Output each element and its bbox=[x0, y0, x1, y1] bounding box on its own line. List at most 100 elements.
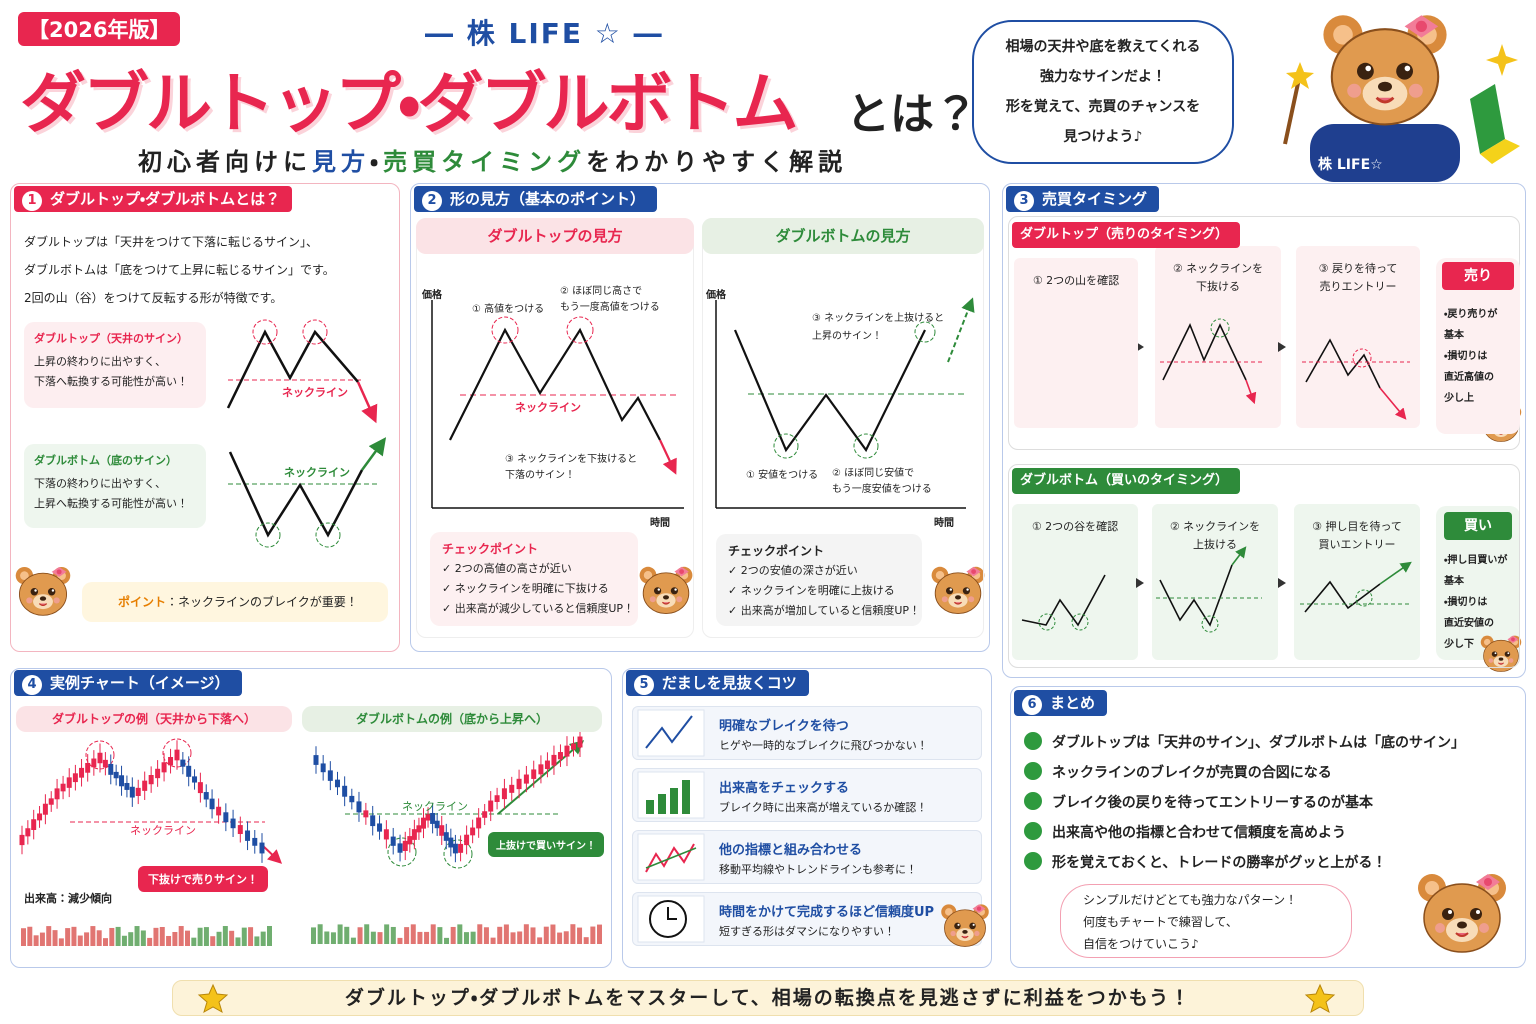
tip: 明確なブレイクを待つ ヒゲや一時的なブレイクに飛びつかない！ bbox=[632, 706, 982, 760]
illustration bbox=[159, 926, 165, 946]
illustration bbox=[210, 936, 216, 946]
section-tab: 5 だましを見抜くコツ bbox=[626, 670, 809, 696]
annotation: ① 高値をつける bbox=[472, 304, 545, 315]
sub-title: ダブルボトム（買いのタイミング） bbox=[1012, 468, 1241, 494]
illustration bbox=[71, 926, 77, 946]
illustration bbox=[407, 836, 413, 845]
illustration bbox=[417, 931, 423, 944]
axis-label: 時間 bbox=[650, 518, 670, 529]
illustration bbox=[402, 840, 408, 851]
illustration bbox=[52, 930, 58, 946]
illustration bbox=[370, 931, 376, 944]
summary-item: 出来高や他の指標と合わせて信頼度を高めよう bbox=[1024, 822, 1346, 842]
section-number: 6 bbox=[1022, 695, 1042, 715]
illustration bbox=[356, 801, 362, 813]
mascot-shirt: 株 LIFE☆ bbox=[1318, 157, 1383, 173]
step-card: ① 2つの山を確認 bbox=[1014, 258, 1138, 428]
illustration bbox=[147, 937, 153, 946]
illustration bbox=[424, 931, 430, 944]
sub-title: ダブルトップ（売りのタイミング） bbox=[1012, 222, 1241, 248]
illustration bbox=[197, 927, 203, 946]
section-tab: 3 売買タイミング bbox=[1006, 186, 1160, 212]
illustration bbox=[186, 765, 192, 777]
illustration bbox=[590, 926, 596, 944]
illustration bbox=[544, 760, 550, 770]
illustration bbox=[166, 935, 172, 946]
section-2 bbox=[410, 183, 990, 652]
tip: 時間をかけて完成するほど信頼度UP 短すぎる形はダマシになりやすい！ bbox=[632, 892, 982, 946]
check-item: ✓ 出来高が減少していると信頼度UP！ bbox=[442, 602, 635, 615]
check-item: ✓ 出来高が増加していると信頼度UP！ bbox=[728, 604, 921, 617]
illustration bbox=[97, 752, 103, 764]
illustration bbox=[237, 825, 243, 835]
side-text: ・戻り売りが 基本 ・損切りは 直近高値の 少し上 bbox=[1444, 309, 1498, 404]
illustration bbox=[229, 930, 235, 946]
tip-title: 時間をかけて完成するほど信頼度UP bbox=[719, 905, 935, 920]
illustration bbox=[33, 935, 39, 946]
axis-label: 時間 bbox=[934, 518, 954, 529]
section-number: 3 bbox=[1014, 191, 1034, 211]
summary-item: 形を覚えておくと、トレードの勝率がグッと上がる！ bbox=[1024, 852, 1386, 872]
illustration bbox=[344, 926, 350, 944]
illustration bbox=[102, 759, 108, 768]
illustration bbox=[342, 785, 348, 797]
neckline-label: ネックライン bbox=[284, 466, 350, 479]
illustration bbox=[416, 825, 422, 833]
illustration bbox=[85, 762, 91, 773]
illustration bbox=[192, 776, 198, 783]
illustration bbox=[470, 931, 476, 944]
illustration bbox=[503, 924, 509, 944]
side-text: ・押し目買いが 基本 ・損切りは 直近安値の 少し下 bbox=[1444, 555, 1508, 650]
illustration bbox=[439, 825, 445, 836]
illustration bbox=[537, 937, 543, 944]
illustration bbox=[168, 756, 174, 766]
illustration bbox=[121, 935, 127, 946]
illustration bbox=[140, 930, 146, 946]
illustration bbox=[577, 927, 583, 944]
illustration bbox=[96, 930, 102, 946]
illustration bbox=[197, 782, 203, 794]
subtitle-text: 初心者向けに bbox=[138, 148, 312, 176]
illustration bbox=[550, 924, 556, 944]
illustration bbox=[37, 813, 43, 821]
illustration bbox=[54, 788, 60, 800]
illustration bbox=[313, 755, 319, 765]
point-box: ポイント：ネックラインのブレイクが重要！ bbox=[82, 582, 388, 622]
illustration bbox=[267, 926, 272, 946]
annotation: ② ほぼ同じ高さで もう一度高値をつける bbox=[560, 286, 660, 313]
illustration bbox=[510, 932, 516, 944]
brand: ― 株 LIFE ☆ ― bbox=[425, 17, 664, 50]
illustration bbox=[517, 931, 523, 944]
tip: 出来高をチェックする ブレイク時に出来高が増えているか確認！ bbox=[632, 768, 982, 822]
illustration bbox=[501, 788, 507, 800]
illustration bbox=[390, 836, 396, 846]
illustration bbox=[252, 837, 258, 846]
illustration bbox=[320, 763, 326, 773]
summary-item: ダブルトップは「天井のサイン」、ダブルボトムは「底のサイン」 bbox=[1024, 732, 1465, 752]
illustration bbox=[583, 937, 589, 944]
illustration bbox=[317, 924, 323, 944]
illustration bbox=[397, 843, 403, 853]
illustration bbox=[148, 775, 154, 785]
illustration bbox=[390, 926, 396, 944]
point-label: ポイント bbox=[118, 595, 167, 609]
illustration bbox=[551, 754, 557, 766]
info-box: ダブルトップ（天井のサイン） 上昇の終わりに出やすく、 下落へ転換する可能性が高… bbox=[24, 322, 206, 408]
illustration bbox=[245, 830, 251, 841]
illustration bbox=[357, 927, 363, 944]
title-suffix: とは？ bbox=[846, 89, 978, 140]
check-item: ✓ ネックラインを明確に上抜ける bbox=[728, 584, 895, 597]
example-title: ダブルボトムの例（底から上昇へ） bbox=[302, 706, 602, 732]
illustration bbox=[482, 811, 488, 818]
illustration bbox=[235, 937, 241, 946]
illustration bbox=[91, 758, 97, 768]
illustration bbox=[488, 800, 494, 812]
illustration bbox=[490, 937, 496, 944]
tip: 他の指標と組み合わせる 移動平均線やトレンドラインも参考に！ bbox=[632, 830, 982, 884]
illustration bbox=[364, 924, 370, 944]
illustration bbox=[457, 924, 463, 944]
illustration bbox=[531, 769, 537, 779]
check-item: ✓ 2つの高値の高さが近い bbox=[442, 562, 572, 575]
section-tab: 4 実例チャート（イメージ） bbox=[14, 670, 242, 696]
